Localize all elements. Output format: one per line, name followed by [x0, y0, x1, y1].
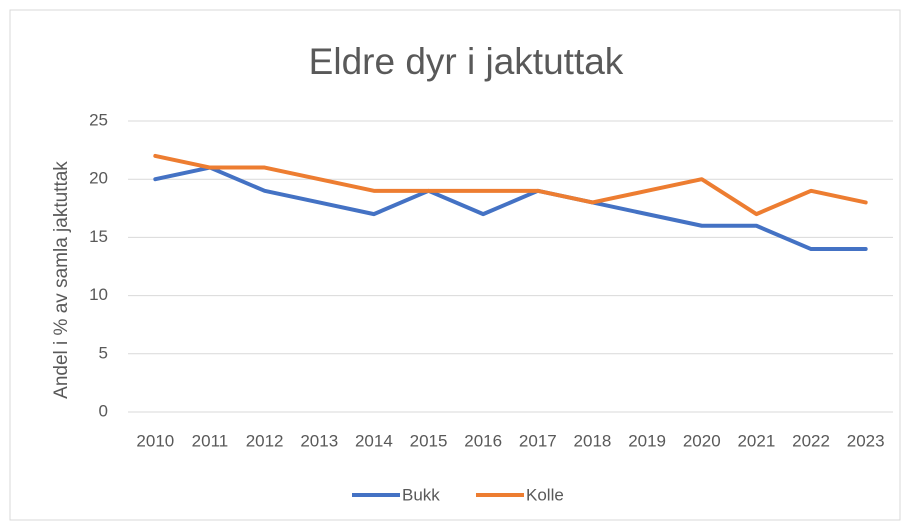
line-series	[153, 165, 868, 252]
y-tick-label: 25	[89, 110, 108, 129]
x-tick-label: 2022	[792, 431, 830, 450]
y-axis-label: Andel i % av samla jaktuttak	[51, 161, 72, 399]
chart-frame	[9, 9, 901, 521]
y-tick-label: 15	[89, 227, 108, 246]
x-tick-label: 2015	[410, 431, 448, 450]
x-tick-label: 2010	[136, 431, 174, 450]
x-tick-label: 2017	[519, 431, 557, 450]
x-tick-label: 2016	[464, 431, 502, 450]
legend-label: Bukk	[402, 485, 440, 504]
y-tick-label: 5	[99, 343, 108, 362]
legend-label: Kolle	[526, 485, 564, 504]
x-tick-label: 2011	[192, 431, 229, 450]
y-tick-label: 0	[99, 401, 108, 420]
y-tick-label: 20	[89, 169, 108, 188]
x-tick-label: 2012	[246, 431, 284, 450]
x-tick-label: 2021	[737, 431, 775, 450]
x-tick-label: 2013	[300, 431, 338, 450]
x-tick-label: 2019	[628, 431, 666, 450]
chart-title: Eldre dyr i jaktuttak	[309, 41, 624, 82]
y-tick-label: 10	[89, 285, 108, 304]
x-tick-label: 2014	[355, 431, 393, 450]
x-tick-label: 2023	[847, 431, 885, 450]
x-tick-label: 2018	[574, 431, 612, 450]
x-tick-label: 2020	[683, 431, 721, 450]
line-series	[153, 153, 868, 217]
